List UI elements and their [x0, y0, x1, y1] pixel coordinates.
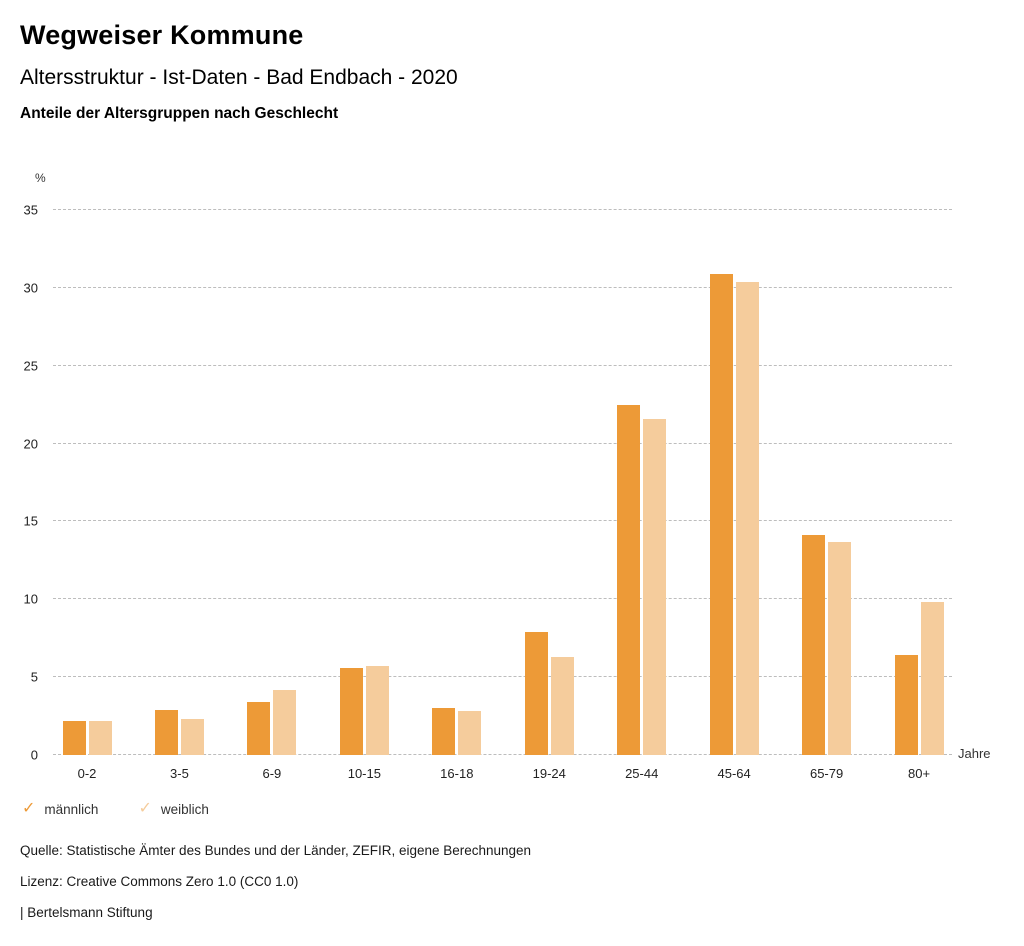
bar-weiblich-3-5[interactable]: [180, 719, 204, 755]
bar-weiblich-0-2[interactable]: [88, 720, 112, 755]
bar-group-10-15: [339, 210, 389, 755]
check-icon: ✓: [22, 800, 36, 817]
bar-weiblich-16-18[interactable]: [458, 711, 482, 755]
bar-maennlich-10-15[interactable]: [339, 667, 363, 755]
y-tick-label-5: 5: [30, 669, 38, 685]
bar-group-45-64: [709, 210, 759, 755]
y-tick-label-20: 20: [23, 436, 38, 452]
bar-maennlich-16-18[interactable]: [432, 708, 456, 755]
x-axis-unit-label: Jahre: [958, 746, 991, 761]
legend-label-maennlich: männlich: [44, 801, 99, 817]
legend-label-weiblich: weiblich: [160, 801, 209, 817]
y-tick-label-10: 10: [23, 591, 38, 607]
x-tick-label-3-5: 3-5: [170, 766, 189, 781]
x-tick-label-80+: 80+: [908, 766, 931, 781]
x-tick-label-10-15: 10-15: [347, 766, 381, 781]
y-axis: 0 5 10 15 20 25 30 35: [0, 203, 38, 763]
x-tick-label-45-64: 45-64: [717, 766, 751, 781]
y-tick-label-0: 0: [30, 747, 38, 763]
bar-maennlich-6-9[interactable]: [247, 702, 271, 755]
bar-group-19-24: [524, 210, 574, 755]
check-icon: ✓: [138, 800, 152, 817]
bar-group-6-9: [247, 210, 297, 755]
gridline-5: [53, 676, 952, 678]
bar-group-0-2: [62, 210, 112, 755]
bar-group-25-44: [617, 210, 667, 755]
x-tick-label-19-24: 19-24: [532, 766, 566, 781]
bar-maennlich-45-64[interactable]: [709, 273, 733, 755]
x-tick-label-0-2: 0-2: [77, 766, 97, 781]
gridline-30: [53, 286, 952, 288]
bar-weiblich-19-24[interactable]: [550, 656, 574, 755]
bar-weiblich-10-15[interactable]: [365, 666, 389, 755]
page-subtitle: Altersstruktur - Ist-Daten - Bad Endbach…: [20, 66, 458, 89]
y-tick-label-15: 15: [23, 513, 38, 529]
legend-item-weiblich[interactable]: ✓ weiblich: [138, 801, 208, 817]
y-axis-unit-label: %: [35, 171, 46, 185]
chart-heading: Anteile der Altersgruppen nach Geschlech…: [20, 105, 339, 122]
bar-weiblich-45-64[interactable]: [735, 281, 759, 755]
x-tick-label-65-79: 65-79: [809, 766, 844, 781]
bar-group-3-5: [154, 210, 204, 755]
bar-group-16-18: [432, 210, 482, 755]
y-tick-label-35: 35: [23, 202, 38, 218]
bar-maennlich-3-5[interactable]: [154, 709, 178, 755]
x-tick-label-6-9: 6-9: [262, 766, 282, 781]
bar-maennlich-65-79[interactable]: [802, 535, 826, 755]
x-tick-label-16-18: 16-18: [440, 766, 474, 781]
bar-weiblich-65-79[interactable]: [828, 541, 852, 755]
gridline-35: [53, 209, 952, 210]
bar-group-80+: [894, 210, 944, 755]
bar-weiblich-6-9[interactable]: [273, 689, 297, 755]
gridline-15: [53, 520, 952, 522]
bar-maennlich-80+[interactable]: [894, 655, 918, 755]
bar-maennlich-19-24[interactable]: [524, 632, 548, 755]
gridline-10: [53, 598, 952, 600]
y-tick-label-25: 25: [23, 358, 38, 374]
footer-attribution: | Bertelsmann Stiftung: [20, 905, 153, 920]
bar-maennlich-25-44[interactable]: [617, 404, 641, 755]
bar-weiblich-25-44[interactable]: [643, 418, 667, 755]
bar-weiblich-80+[interactable]: [920, 602, 944, 755]
gridline-0: [53, 754, 952, 755]
gridline-25: [53, 364, 952, 366]
legend: ✓ männlich ✓ weiblich: [22, 801, 209, 817]
legend-item-maennlich[interactable]: ✓ männlich: [22, 801, 98, 817]
bar-group-65-79: [802, 210, 852, 755]
x-tick-label-25-44: 25-44: [625, 766, 659, 781]
bar-maennlich-0-2[interactable]: [62, 720, 86, 755]
plot-area: 0-2 3-5 6-9 10-15 16-18 19-24 25-44 45-64 65-79 8…: [53, 209, 952, 781]
footer-license: Lizenz: Creative Commons Zero 1.0 (CC0 1…: [20, 874, 299, 889]
footer-source: Quelle: Statistische Ämter des Bundes un…: [20, 843, 532, 858]
y-tick-label-30: 30: [23, 280, 38, 296]
gridline-20: [53, 442, 952, 444]
page-title: Wegweiser Kommune: [20, 20, 304, 50]
